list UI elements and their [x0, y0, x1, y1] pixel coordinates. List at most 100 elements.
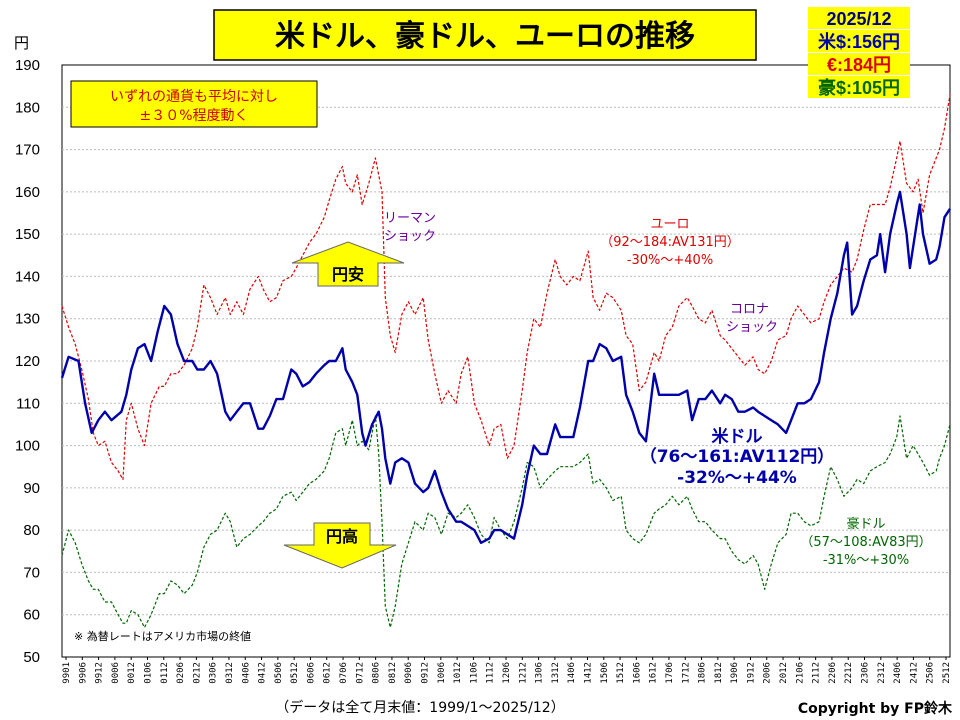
latest-usd-bg: [808, 30, 910, 52]
y-tick-label: 70: [23, 564, 40, 581]
strong-yen-label: 円高: [326, 527, 358, 546]
x-tick-label: 1512: [616, 662, 626, 684]
y-tick-label: 150: [15, 226, 40, 243]
aud-series-label: 豪ドル （57～108:AV83円） -31%～+30%: [800, 516, 931, 568]
x-tick-label: 0906: [404, 662, 414, 684]
y-tick-label: 170: [15, 142, 40, 159]
x-tick-label: 0006: [111, 662, 121, 684]
lehman-line-1: リーマン: [384, 211, 436, 226]
y-axis: 190 180 170 160 150 140 130 120 110 100 90 80 70 60 50: [15, 57, 40, 666]
y-tick-label: 90: [23, 480, 40, 497]
y-tick-label: 50: [23, 649, 40, 666]
x-tick-label: 1012: [453, 662, 463, 684]
x-tick-label: 2406: [893, 662, 903, 684]
x-tick-label: 0412: [258, 662, 268, 684]
lehman-line-2: ショック: [384, 229, 436, 244]
corona-line-2: ショック: [726, 320, 778, 335]
x-tick-label: 9912: [95, 662, 105, 684]
x-tick-label: 0812: [388, 662, 398, 684]
y-tick-label: 180: [15, 99, 40, 116]
x-tick-label: 1806: [698, 662, 708, 684]
x-tick-label: 1906: [730, 662, 740, 684]
corona-line-1: コロナ: [730, 302, 769, 317]
x-tick-label: 1312: [551, 662, 561, 684]
x-tick-label: 0106: [143, 662, 153, 684]
x-tick-label: 0606: [306, 662, 316, 684]
eur-label-pct: -30%～+40%: [627, 253, 713, 268]
copyright: Copyright by FP鈴木: [798, 700, 953, 717]
up-arrow-icon: [291, 241, 405, 287]
x-tick-label: 2306: [861, 662, 871, 684]
x-tick-label: 2506: [926, 662, 936, 684]
x-tick-label: 1006: [437, 662, 447, 684]
latest-aud: 豪$:105円: [818, 77, 900, 98]
y-unit-label: 円: [14, 35, 29, 52]
latest-usd: 米$:156円: [818, 31, 900, 52]
x-tick-label: 1706: [665, 662, 675, 684]
x-tick-label: 0512: [290, 662, 300, 684]
note-line-1: いずれの通貨も平均に対し: [110, 88, 278, 105]
usd-label-range: （76～161:AV112円）: [640, 446, 835, 467]
x-tick-label: 0912: [421, 662, 431, 684]
x-tick-label: 0012: [127, 662, 137, 684]
latest-date: 2025/12: [826, 9, 891, 29]
aud-label-range: （57～108:AV83円）: [800, 535, 931, 550]
series-lines: [60, 94, 952, 629]
x-tick-label: 1206: [502, 662, 512, 684]
x-tick-label: 1912: [746, 662, 756, 684]
y-tick-label: 80: [23, 522, 40, 539]
y-tick-label: 190: [15, 57, 40, 74]
x-tick-label: 1506: [600, 662, 610, 684]
x-tick-label: 2206: [828, 662, 838, 684]
usd-label-pct: -32%～+44%: [677, 468, 797, 488]
eur-label-name: ユーロ: [650, 217, 689, 232]
note-box-bg: [70, 80, 318, 128]
x-tick-label: 2412: [909, 662, 919, 684]
usd-series-label: 米ドル （76～161:AV112円） -32%～+44%: [640, 426, 835, 488]
x-tick-label: 9901: [62, 662, 72, 684]
x-tick-label: 1812: [714, 662, 724, 684]
x-tick-label: 2112: [812, 662, 822, 684]
x-tick-label: 0112: [160, 662, 170, 684]
latest-aud-bg: [808, 76, 910, 98]
x-tick-label: 1406: [567, 662, 577, 684]
x-tick-label: 0212: [192, 662, 202, 684]
x-tick-label: 0712: [355, 662, 365, 684]
usd-label-name: 米ドル: [712, 426, 763, 447]
x-tick-label: 1712: [681, 662, 691, 684]
weak-yen-arrow: 円安: [291, 241, 405, 287]
weak-yen-label: 円安: [332, 265, 364, 284]
x-tick-label: 9906: [78, 662, 88, 684]
y-tick-label: 120: [15, 353, 40, 370]
note-line-2: ±３０%程度動く: [139, 108, 248, 124]
grid-lines: [62, 106, 950, 616]
x-tick-label: 0306: [209, 662, 219, 684]
latest-eur: €:184円: [827, 55, 891, 75]
x-tick-label: 0312: [225, 662, 235, 684]
x-tick-label: 1606: [632, 662, 642, 684]
x-tick-label: 2012: [779, 662, 789, 684]
chart-caption: （データは全て月末値：1999/1～2025/12）: [275, 699, 564, 716]
latest-eur-bg: [808, 53, 910, 75]
y-tick-label: 130: [15, 311, 40, 328]
usd-line: [60, 190, 952, 544]
latest-values-box: 2025/12 米$:156円 €:184円 豪$:105円: [808, 7, 910, 98]
note-box: いずれの通貨も平均に対し ±３０%程度動く: [70, 80, 318, 128]
x-tick-label: 2512: [942, 662, 952, 684]
y-tick-label: 160: [15, 184, 40, 201]
x-tick-label: 0206: [176, 662, 186, 684]
x-tick-label: 2106: [795, 662, 805, 684]
x-tick-label: 0406: [241, 662, 251, 684]
aud-label-name: 豪ドル: [846, 516, 885, 532]
x-tick-label: 1112: [486, 662, 496, 684]
x-tick-label: 1612: [649, 662, 659, 684]
latest-date-bg: [808, 7, 910, 29]
footer-note: ※ 為替レートはアメリカ市場の終値: [74, 629, 251, 643]
x-tick-label: 1412: [583, 662, 593, 684]
eur-series-label: ユーロ （92～184:AV131円） -30%～+40%: [600, 217, 740, 268]
eur-label-range: （92～184:AV131円）: [600, 235, 740, 250]
y-tick-label: 140: [15, 268, 40, 285]
y-tick-label: 100: [15, 438, 40, 455]
x-axis: 9901 9906 9912 0006 0012 0106 0112 0206 0212 0306…: [62, 657, 952, 684]
